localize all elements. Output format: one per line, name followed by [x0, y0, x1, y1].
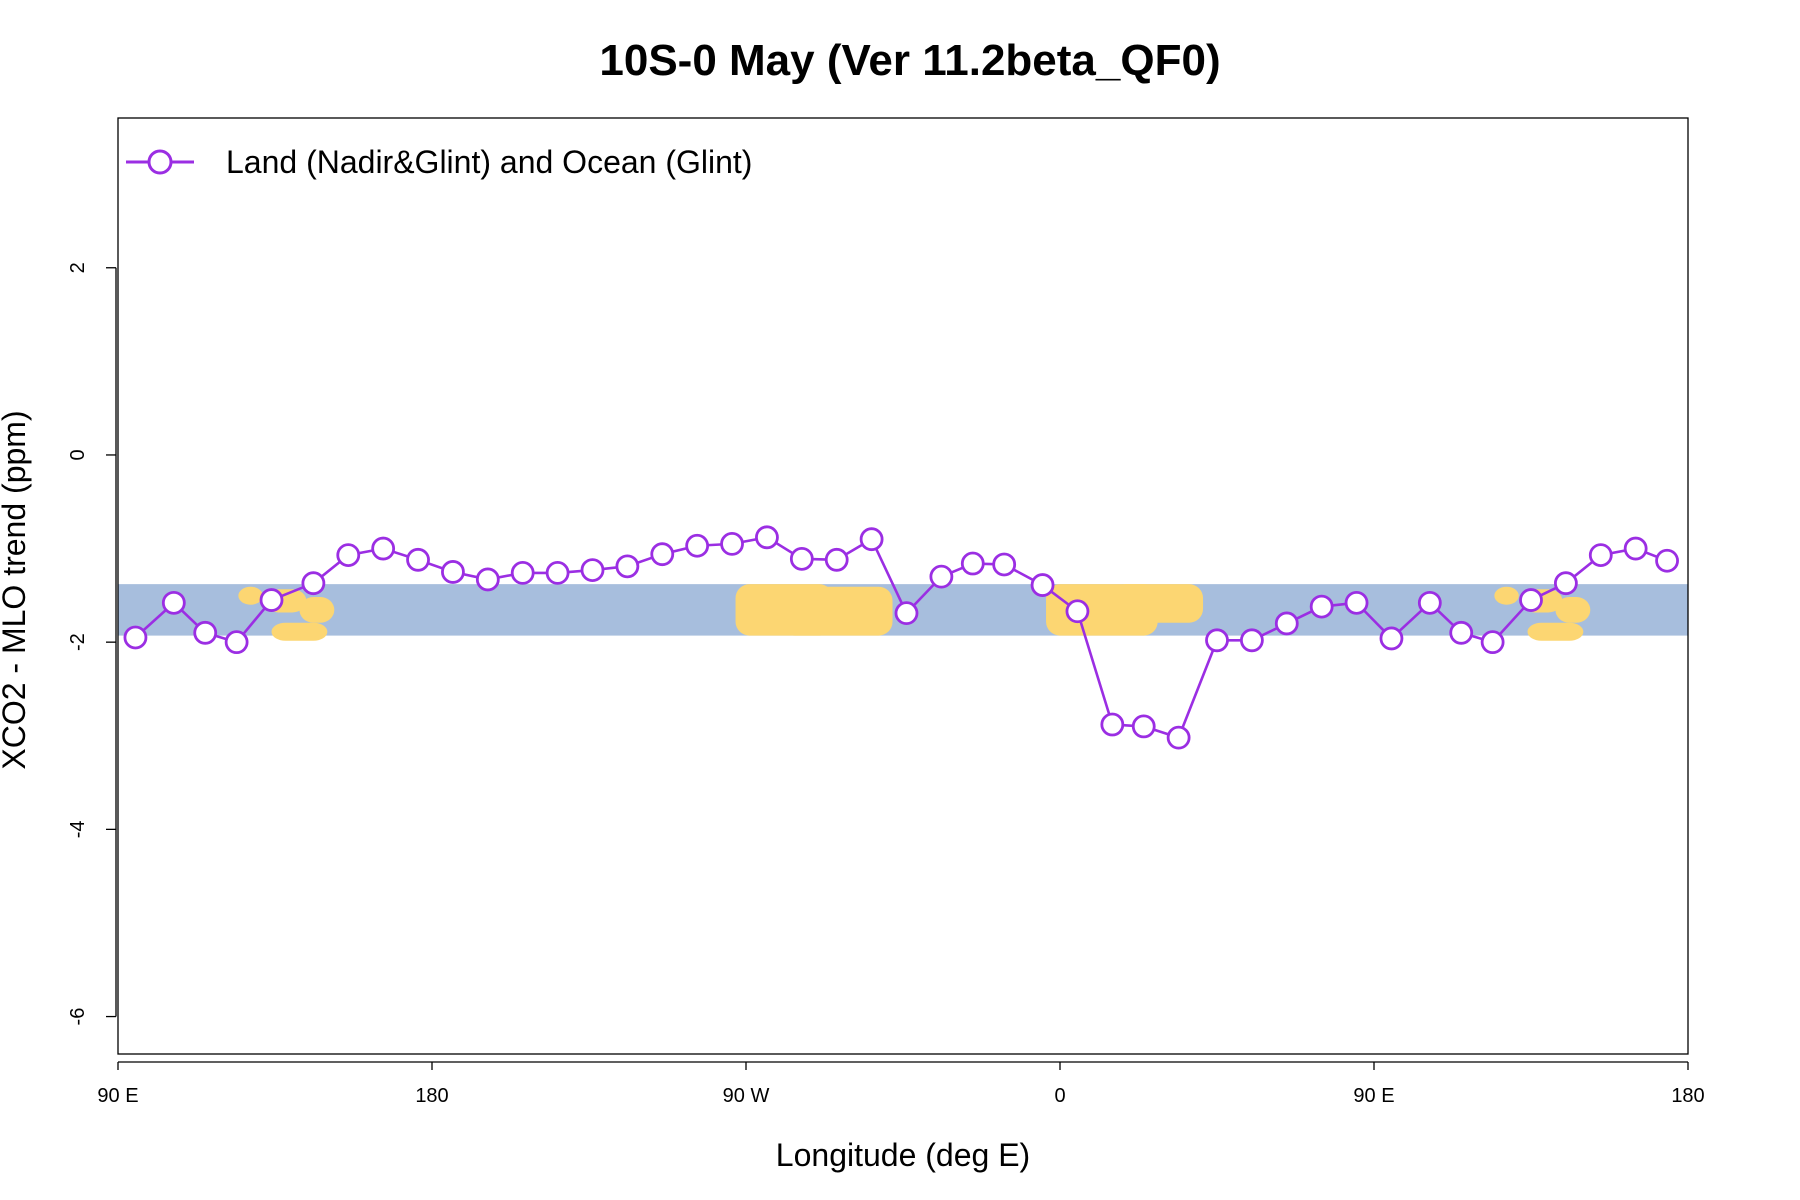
x-tick-label: 90 E — [97, 1085, 138, 1107]
data-point — [161, 590, 186, 615]
chart-title: 10S-0 May (Ver 11.2beta_QF0) — [599, 36, 1220, 85]
data-point — [1030, 573, 1055, 597]
y-axis: 2 0 -2 -4 -6 — [67, 262, 117, 1026]
data-point — [336, 543, 361, 568]
map-land — [1555, 596, 1591, 623]
data-point — [1623, 536, 1648, 561]
x-tick-label: 180 — [415, 1085, 448, 1107]
x-tick-label: 0 — [1054, 1085, 1065, 1107]
data-point — [615, 554, 640, 579]
data-point — [193, 620, 218, 645]
map-land — [1494, 586, 1519, 605]
data-point — [510, 560, 535, 585]
y-tick-label: -2 — [67, 633, 89, 651]
data-point — [1100, 712, 1125, 737]
series-layer — [123, 525, 1679, 750]
map-land — [299, 596, 335, 623]
data-point — [755, 525, 779, 550]
data-point — [224, 630, 249, 655]
data-point — [123, 625, 148, 650]
data-point — [1131, 714, 1156, 739]
data-point — [1449, 620, 1474, 645]
legend-label: Land (Nadir&Glint) and Ocean (Glint) — [226, 144, 752, 180]
data-point — [894, 601, 919, 626]
data-point — [1309, 594, 1334, 619]
data-point — [650, 542, 675, 567]
data-point — [1480, 630, 1505, 655]
y-tick-label: 2 — [67, 262, 89, 273]
data-point — [1065, 599, 1090, 624]
x-tick-label: 180 — [1671, 1085, 1704, 1107]
data-point — [824, 547, 849, 572]
plot-frame — [117, 117, 1689, 1055]
data-point — [301, 571, 326, 596]
y-tick-label: -6 — [67, 1008, 89, 1026]
data-point — [1166, 725, 1191, 750]
data-point — [1379, 626, 1404, 651]
data-point — [1655, 548, 1679, 573]
data-point — [1274, 611, 1299, 636]
legend: Land (Nadir&Glint) and Ocean (Glint) — [126, 144, 752, 180]
data-point — [859, 527, 884, 552]
data-point — [1519, 588, 1543, 612]
data-point — [1553, 571, 1578, 596]
data-point — [371, 536, 396, 561]
data-point — [441, 560, 465, 584]
data-point — [475, 567, 500, 592]
data-point — [1588, 543, 1613, 568]
x-tick-label: 90 E — [1353, 1085, 1394, 1107]
legend-marker — [147, 149, 173, 175]
data-point — [1417, 590, 1442, 615]
data-point — [580, 558, 605, 582]
data-point — [1205, 628, 1229, 653]
x-axis: 90 E 180 90 W 0 90 E 180 — [97, 1061, 1705, 1107]
data-point — [960, 551, 985, 576]
x-axis-label: Longitude (deg E) — [776, 1137, 1030, 1173]
data-point — [685, 533, 710, 558]
y-tick-label: 0 — [67, 449, 89, 460]
data-point — [789, 546, 814, 571]
data-point — [929, 564, 954, 589]
map-land — [271, 622, 328, 641]
map-land — [857, 615, 886, 634]
data-point — [720, 531, 744, 556]
y-tick-label: -4 — [67, 820, 89, 838]
data-point — [545, 560, 570, 585]
data-point — [259, 588, 284, 612]
data-point — [1344, 590, 1369, 615]
data-point — [992, 552, 1017, 577]
map-land — [1527, 622, 1584, 641]
series-line — [134, 536, 1668, 739]
y-axis-label: XCO2 - MLO trend (ppm) — [0, 410, 32, 769]
map-land — [238, 586, 263, 605]
map-land — [1112, 584, 1204, 623]
x-tick-label: 90 W — [723, 1085, 770, 1107]
data-point — [1239, 628, 1264, 653]
data-point — [406, 547, 430, 572]
